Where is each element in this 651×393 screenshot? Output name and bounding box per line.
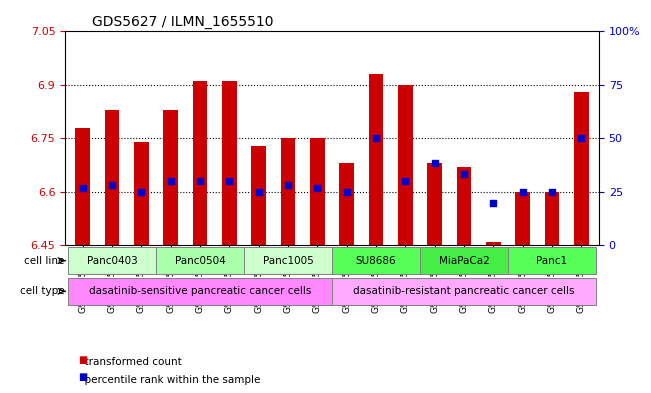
Bar <box>251 145 266 245</box>
Point <box>224 178 234 184</box>
Point <box>371 135 381 141</box>
Text: Panc1005: Panc1005 <box>262 256 313 266</box>
Bar <box>105 110 119 245</box>
Point <box>77 185 88 191</box>
Bar <box>163 110 178 245</box>
Point <box>136 189 146 195</box>
Point <box>400 178 411 184</box>
FancyBboxPatch shape <box>420 247 508 274</box>
FancyBboxPatch shape <box>68 247 156 274</box>
Text: SU8686: SU8686 <box>355 256 396 266</box>
Point <box>459 171 469 177</box>
Point <box>165 178 176 184</box>
FancyBboxPatch shape <box>244 247 332 274</box>
FancyBboxPatch shape <box>156 247 244 274</box>
Point <box>107 182 117 188</box>
Bar <box>516 192 530 245</box>
Bar <box>486 242 501 245</box>
Text: GDS5627 / ILMN_1655510: GDS5627 / ILMN_1655510 <box>92 15 273 29</box>
Text: ■: ■ <box>78 355 87 365</box>
Bar <box>76 128 90 245</box>
Bar <box>339 163 354 245</box>
Text: Panc0504: Panc0504 <box>174 256 225 266</box>
Text: cell line: cell line <box>24 256 64 266</box>
Text: MiaPaCa2: MiaPaCa2 <box>439 256 490 266</box>
Point <box>488 200 499 206</box>
Bar <box>310 138 325 245</box>
Text: Panc0403: Panc0403 <box>87 256 137 266</box>
Bar <box>456 167 471 245</box>
Bar <box>574 92 589 245</box>
FancyBboxPatch shape <box>332 247 420 274</box>
Bar <box>134 142 148 245</box>
Bar <box>222 81 237 245</box>
Point <box>253 189 264 195</box>
Bar <box>398 85 413 245</box>
Point <box>576 135 587 141</box>
FancyBboxPatch shape <box>332 277 596 305</box>
Text: percentile rank within the sample: percentile rank within the sample <box>78 375 260 385</box>
Text: transformed count: transformed count <box>78 358 182 367</box>
FancyBboxPatch shape <box>508 247 596 274</box>
Text: ■: ■ <box>78 373 87 382</box>
Point <box>283 182 293 188</box>
Text: dasatinib-sensitive pancreatic cancer cells: dasatinib-sensitive pancreatic cancer ce… <box>89 286 311 296</box>
Text: cell type: cell type <box>20 286 64 296</box>
Point <box>342 189 352 195</box>
Bar <box>545 192 559 245</box>
Point <box>195 178 205 184</box>
Text: dasatinib-resistant pancreatic cancer cells: dasatinib-resistant pancreatic cancer ce… <box>353 286 575 296</box>
Bar <box>281 138 296 245</box>
Bar <box>368 74 383 245</box>
Bar <box>193 81 208 245</box>
FancyBboxPatch shape <box>68 277 332 305</box>
Point <box>430 160 440 167</box>
Point <box>518 189 528 195</box>
Point <box>547 189 557 195</box>
Point <box>312 185 322 191</box>
Bar <box>427 163 442 245</box>
Text: Panc1: Panc1 <box>536 256 568 266</box>
